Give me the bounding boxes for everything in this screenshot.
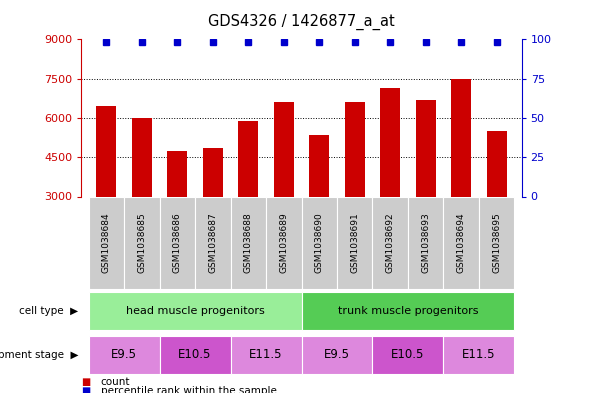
Text: E10.5: E10.5 bbox=[391, 348, 425, 361]
Bar bbox=[443, 196, 479, 289]
Text: GSM1038685: GSM1038685 bbox=[137, 212, 147, 273]
Bar bbox=[266, 196, 302, 289]
Text: GDS4326 / 1426877_a_at: GDS4326 / 1426877_a_at bbox=[208, 14, 395, 30]
Bar bbox=[479, 196, 514, 289]
Bar bbox=[230, 196, 266, 289]
Bar bbox=[345, 102, 364, 196]
Bar bbox=[124, 196, 160, 289]
Bar bbox=[160, 336, 230, 374]
Bar bbox=[408, 196, 443, 289]
Bar bbox=[416, 99, 435, 196]
Bar bbox=[302, 336, 373, 374]
Text: GSM1038687: GSM1038687 bbox=[208, 212, 217, 273]
Bar bbox=[302, 292, 514, 331]
Bar bbox=[89, 196, 124, 289]
Text: GSM1038686: GSM1038686 bbox=[172, 212, 182, 273]
Text: head muscle progenitors: head muscle progenitors bbox=[125, 307, 264, 316]
Text: GSM1038689: GSM1038689 bbox=[279, 212, 288, 273]
Bar bbox=[309, 135, 329, 196]
Bar bbox=[132, 118, 151, 196]
Text: GSM1038688: GSM1038688 bbox=[244, 212, 253, 273]
Bar bbox=[168, 151, 187, 196]
Text: cell type  ▶: cell type ▶ bbox=[19, 307, 78, 316]
Bar bbox=[89, 292, 302, 331]
Text: count: count bbox=[101, 377, 130, 387]
Text: E11.5: E11.5 bbox=[463, 348, 496, 361]
Bar bbox=[89, 336, 160, 374]
Bar bbox=[96, 106, 116, 196]
Text: GSM1038695: GSM1038695 bbox=[492, 212, 501, 273]
Bar bbox=[274, 102, 294, 196]
Text: E9.5: E9.5 bbox=[324, 348, 350, 361]
Bar bbox=[380, 88, 400, 196]
Bar bbox=[443, 336, 514, 374]
Text: ■: ■ bbox=[81, 377, 90, 387]
Text: GSM1038684: GSM1038684 bbox=[102, 212, 111, 273]
Bar bbox=[487, 131, 507, 196]
Bar bbox=[160, 196, 195, 289]
Text: GSM1038691: GSM1038691 bbox=[350, 212, 359, 273]
Text: E10.5: E10.5 bbox=[178, 348, 212, 361]
Bar bbox=[452, 79, 471, 196]
Text: GSM1038694: GSM1038694 bbox=[456, 212, 466, 273]
Text: ■: ■ bbox=[81, 386, 90, 393]
Text: GSM1038690: GSM1038690 bbox=[315, 212, 324, 273]
Text: GSM1038693: GSM1038693 bbox=[421, 212, 431, 273]
Text: E9.5: E9.5 bbox=[111, 348, 137, 361]
Text: percentile rank within the sample: percentile rank within the sample bbox=[101, 386, 277, 393]
Bar bbox=[203, 148, 223, 196]
Text: trunk muscle progenitors: trunk muscle progenitors bbox=[338, 307, 478, 316]
Bar bbox=[337, 196, 373, 289]
Text: GSM1038692: GSM1038692 bbox=[386, 212, 395, 273]
Bar bbox=[302, 196, 337, 289]
Bar bbox=[239, 121, 258, 196]
Text: development stage  ▶: development stage ▶ bbox=[0, 350, 78, 360]
Bar bbox=[230, 336, 302, 374]
Bar bbox=[195, 196, 230, 289]
Bar bbox=[373, 336, 443, 374]
Text: E11.5: E11.5 bbox=[249, 348, 283, 361]
Bar bbox=[373, 196, 408, 289]
